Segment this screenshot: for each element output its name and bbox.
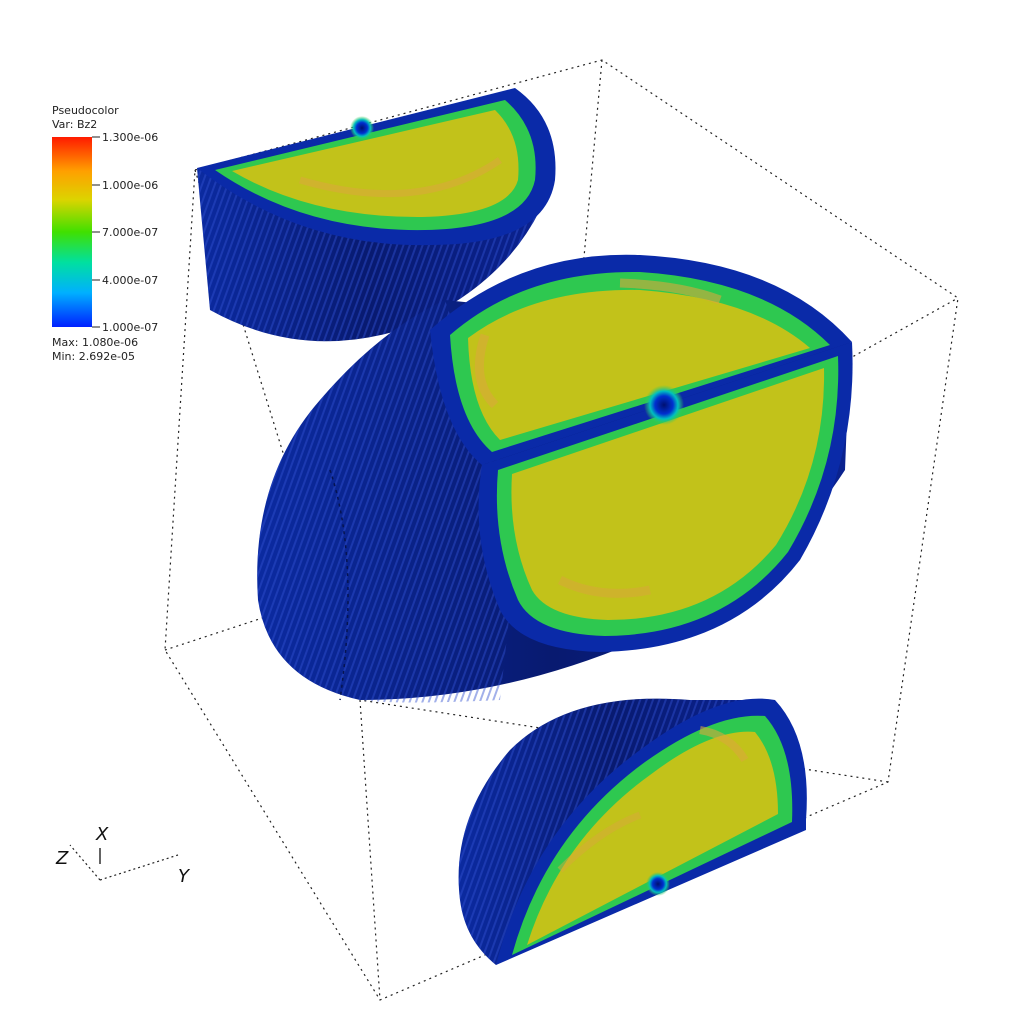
legend-min-label: Min: 2.692e-05 bbox=[52, 350, 135, 363]
colorbar-tick-label: 4.000e-07 bbox=[102, 274, 158, 287]
axis-label-z: Z bbox=[55, 848, 69, 869]
colorbar-tick-label: 1.000e-07 bbox=[102, 321, 158, 334]
top-half-cylinder bbox=[197, 88, 556, 342]
middle-cylinder bbox=[257, 254, 853, 703]
axis-label-y: Y bbox=[178, 866, 191, 887]
legend-plot-name: Pseudocolor bbox=[52, 104, 119, 117]
colorbar-tick-label: 1.300e-06 bbox=[102, 131, 158, 144]
colorbar-tick-label: 1.000e-06 bbox=[102, 179, 158, 192]
colorbar-ticks bbox=[92, 136, 100, 328]
axis-triad: X Y Z bbox=[55, 824, 191, 887]
legend-max-label: Max: 1.080e-06 bbox=[52, 336, 138, 349]
bottom-half-cylinder bbox=[458, 698, 807, 965]
colorbar-tick-label: 7.000e-07 bbox=[102, 226, 158, 239]
legend: Pseudocolor Var: Bz2 1.300e-06 1.000e-06… bbox=[52, 104, 158, 363]
axis-label-x: X bbox=[95, 824, 109, 845]
colorbar bbox=[52, 137, 92, 327]
legend-var-label: Var: Bz2 bbox=[52, 118, 97, 131]
bounding-box bbox=[164, 59, 959, 1001]
